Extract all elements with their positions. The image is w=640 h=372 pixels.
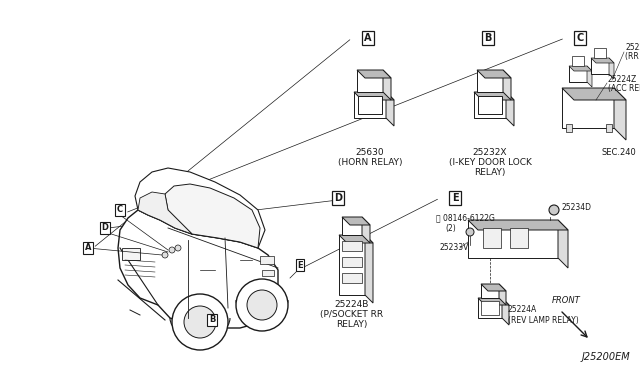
Polygon shape [165, 184, 260, 248]
Text: RELAY): RELAY) [336, 320, 368, 329]
Text: FRONT: FRONT [552, 296, 580, 305]
Polygon shape [587, 66, 592, 87]
Circle shape [466, 228, 474, 236]
Circle shape [172, 294, 228, 350]
Text: (REV LAMP RELAY): (REV LAMP RELAY) [508, 315, 579, 324]
Text: B: B [209, 315, 215, 324]
Text: 25232X: 25232X [473, 148, 508, 157]
Bar [354, 92, 386, 118]
Bar [339, 235, 365, 295]
Bar [478, 298, 502, 318]
Polygon shape [138, 192, 192, 234]
Text: (I-KEY DOOR LOCK: (I-KEY DOOR LOCK [449, 158, 531, 167]
Polygon shape [478, 298, 509, 305]
Text: J25200EM: J25200EM [581, 352, 630, 362]
Circle shape [162, 252, 168, 258]
Bar [260, 256, 274, 264]
Text: D: D [102, 224, 109, 232]
Bar [572, 56, 584, 66]
Polygon shape [135, 168, 265, 248]
Text: A: A [84, 244, 92, 253]
Polygon shape [558, 220, 568, 268]
Bar [342, 241, 362, 251]
Text: (P/SOCKET RR: (P/SOCKET RR [321, 310, 383, 319]
Circle shape [247, 290, 277, 320]
Bar [357, 70, 383, 92]
Bar [262, 270, 274, 276]
Bar [569, 66, 587, 82]
Bar [342, 217, 362, 235]
Bar [606, 124, 612, 132]
Circle shape [236, 279, 288, 331]
Polygon shape [386, 92, 394, 126]
Text: (2): (2) [445, 224, 456, 232]
Text: (RR DEF RELAY): (RR DEF RELAY) [625, 52, 640, 61]
Polygon shape [614, 88, 626, 140]
Polygon shape [339, 235, 373, 243]
Polygon shape [502, 298, 509, 325]
Text: (HORN RELAY): (HORN RELAY) [338, 158, 403, 167]
Bar [591, 58, 609, 74]
Text: 25224B: 25224B [335, 300, 369, 309]
Bar [478, 96, 502, 114]
Bar [122, 248, 140, 260]
Polygon shape [365, 235, 373, 303]
Text: 25224L: 25224L [625, 44, 640, 52]
Bar [358, 96, 382, 114]
Polygon shape [468, 220, 568, 230]
Text: E: E [452, 193, 458, 203]
Polygon shape [591, 58, 614, 63]
Bar [481, 284, 499, 298]
Text: D: D [334, 193, 342, 203]
Text: C: C [577, 33, 584, 43]
Circle shape [184, 306, 216, 338]
Circle shape [549, 205, 559, 215]
Text: A: A [364, 33, 372, 43]
Text: 25224A: 25224A [508, 305, 537, 314]
Polygon shape [354, 92, 394, 100]
Bar [342, 273, 362, 283]
Bar [566, 124, 572, 132]
Bar [510, 228, 528, 248]
Text: RELAY): RELAY) [474, 168, 506, 177]
Text: C: C [117, 205, 123, 215]
Polygon shape [477, 70, 511, 78]
Text: SEC.240: SEC.240 [602, 148, 637, 157]
Polygon shape [569, 66, 592, 71]
Polygon shape [118, 210, 278, 328]
Polygon shape [474, 92, 514, 100]
Bar [468, 220, 558, 258]
Text: 25224Z: 25224Z [608, 76, 637, 84]
Text: Ⓑ 08146-6122G: Ⓑ 08146-6122G [436, 214, 495, 222]
Text: 25234D: 25234D [562, 202, 592, 212]
Bar [562, 88, 614, 128]
Text: 25233V: 25233V [440, 244, 469, 253]
Polygon shape [383, 70, 391, 100]
Text: B: B [484, 33, 492, 43]
Polygon shape [503, 70, 511, 100]
Bar [594, 48, 606, 58]
Bar [474, 92, 506, 118]
Polygon shape [481, 284, 506, 291]
Polygon shape [506, 92, 514, 126]
Bar [481, 301, 499, 315]
Bar [483, 228, 501, 248]
Circle shape [175, 245, 181, 251]
Bar [477, 70, 503, 92]
Text: 25630: 25630 [356, 148, 384, 157]
Text: (ACC RELAY): (ACC RELAY) [608, 84, 640, 93]
Bar [342, 257, 362, 267]
Text: E: E [297, 260, 303, 269]
Polygon shape [609, 58, 614, 79]
Polygon shape [362, 217, 370, 243]
Polygon shape [562, 88, 626, 100]
Polygon shape [357, 70, 391, 78]
Polygon shape [342, 217, 370, 225]
Polygon shape [499, 284, 506, 305]
Circle shape [169, 247, 175, 253]
